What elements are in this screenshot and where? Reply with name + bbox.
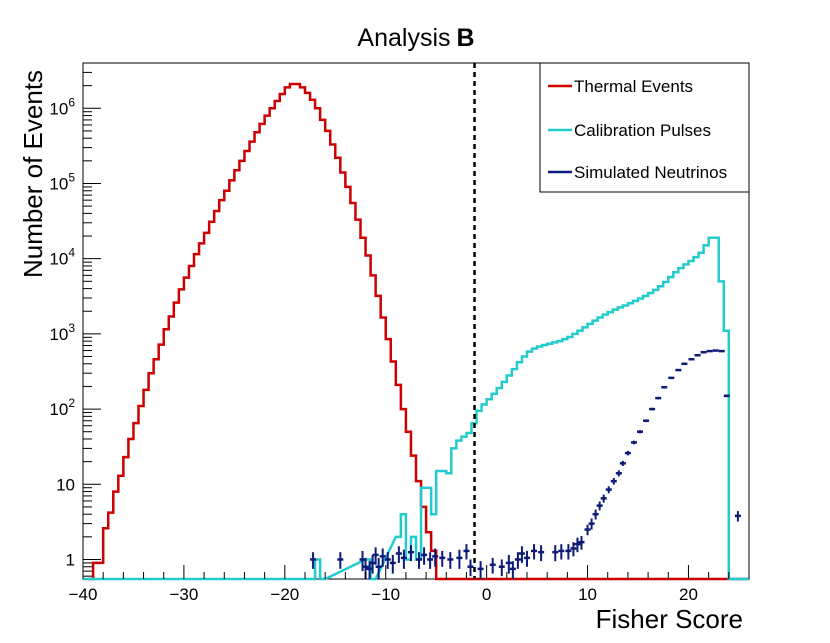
y-tick-base: 10: [49, 325, 68, 344]
y-tick-label: 102: [49, 396, 75, 419]
series-thermal-events-line: [88, 82, 749, 581]
legend-entry-label: Calibration Pulses: [574, 121, 711, 140]
x-tick-label: −20: [270, 585, 299, 604]
y-tick-base: 10: [49, 400, 68, 419]
x-tick-label: 0: [482, 585, 491, 604]
x-tick-label: −10: [371, 585, 400, 604]
plot-area: [82, 62, 750, 580]
y-tick-base: 1: [66, 550, 75, 569]
legend-box: [539, 62, 750, 193]
y-tick-label: 10: [56, 475, 75, 494]
series-layer: [83, 82, 749, 581]
y-tick-label: 103: [49, 321, 75, 344]
y-tick-exponent: 6: [68, 95, 75, 109]
y-tick-base: 10: [49, 174, 68, 193]
series-calibration-pulses-line: [83, 236, 749, 581]
x-tick-label: 10: [578, 585, 597, 604]
x-tick-label: −40: [69, 585, 98, 604]
y-tick-label: 106: [49, 95, 75, 118]
x-axis-label: Fisher Score: [596, 604, 743, 634]
chart-title-bold: B: [457, 24, 475, 52]
y-tick-label: 105: [49, 170, 75, 193]
y-tick-exponent: 4: [68, 246, 75, 260]
legend-entry-label: Thermal Events: [574, 77, 693, 96]
y-tick-label: 1: [66, 550, 75, 569]
y-tick-base: 10: [49, 99, 68, 118]
chart-title-main: Analysis: [357, 24, 450, 52]
x-tick-label: 20: [679, 585, 698, 604]
y-tick-exponent: 5: [68, 170, 75, 184]
y-tick-exponent: 3: [68, 321, 75, 335]
plot-frame: [82, 62, 750, 580]
legend-entry-label: Simulated Neutrinos: [574, 163, 727, 182]
x-tick-label: −30: [169, 585, 198, 604]
y-tick-base: 10: [49, 250, 68, 269]
y-tick-label: 104: [49, 246, 75, 269]
y-tick-base: 10: [56, 475, 75, 494]
chart-title: Analysis B: [357, 24, 474, 52]
y-axis-label: Number of Events: [18, 70, 48, 278]
legend: Thermal Events Calibration Pulses Simulate…: [539, 62, 750, 193]
y-tick-exponent: 2: [68, 396, 75, 410]
